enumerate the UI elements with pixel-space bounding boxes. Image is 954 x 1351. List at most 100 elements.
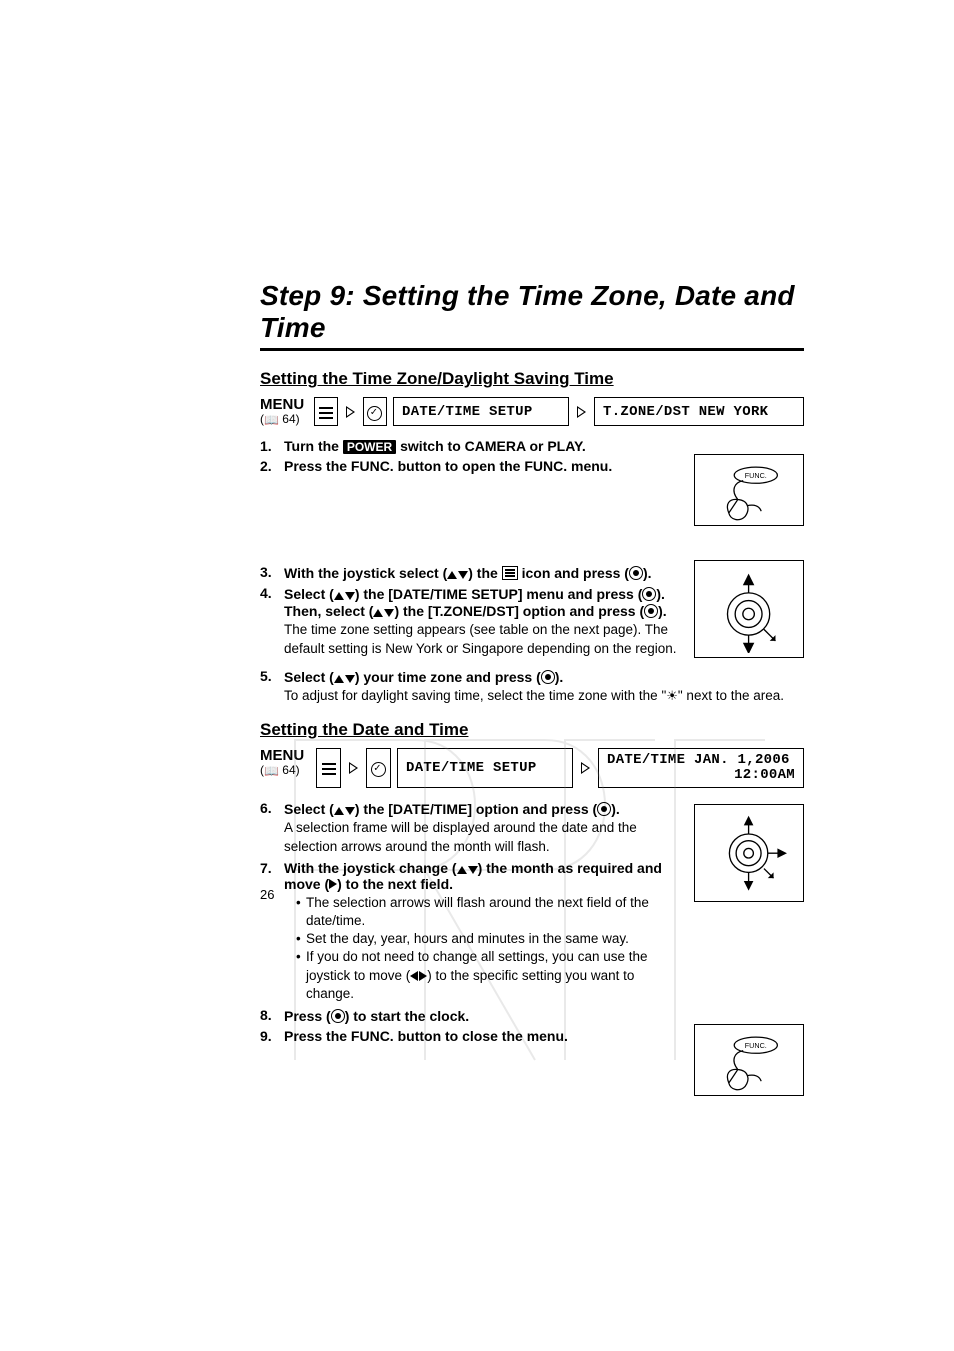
t: icon and press ( (518, 565, 629, 581)
set-icon (541, 670, 555, 684)
t: ) the (468, 565, 501, 581)
menu-path-2: MENU (📖 64) DATE/TIME SETUP DATE/TIME JA… (260, 748, 804, 789)
step-num: 3. (260, 564, 278, 581)
clock-icon-cell (363, 397, 387, 426)
set-icon (644, 604, 658, 618)
menu-lines-icon (322, 763, 336, 775)
func-button-illustration: FUNC. (694, 454, 804, 526)
step-text: Select ( ) the [DATE/TIME SETUP] menu and… (284, 586, 667, 619)
func-button-illustration: FUNC. (694, 1024, 804, 1096)
step-3: 3. With the joystick select ( ) the icon … (260, 564, 682, 581)
t: Press ( (284, 1008, 331, 1024)
step-detail: The time zone setting appears (see table… (284, 621, 682, 657)
step-num: 4. (260, 585, 278, 657)
t: Select ( (284, 801, 334, 817)
step-5: 5. Select ( ) your time zone and press ()… (260, 668, 804, 705)
step-text: Press ( ) to start the clock. (284, 1008, 469, 1024)
right-icon (329, 879, 337, 889)
menu-ref: (📖 64) (260, 412, 308, 426)
menu-path-box1: DATE/TIME SETUP (393, 397, 569, 426)
step-2: 2. Press the FUNC. button to open the FU… (260, 458, 682, 474)
t: With the joystick select ( (284, 565, 447, 581)
step-num: 8. (260, 1007, 278, 1024)
arrow-icon (344, 397, 357, 426)
menu-lines-icon (319, 407, 333, 419)
step-num: 2. (260, 458, 278, 474)
updown-icon (457, 866, 478, 874)
joystick-illustration (694, 560, 804, 658)
date-line: DATE/TIME JAN. 1,2006 (607, 753, 790, 768)
menu-ref-num: 64 (282, 412, 295, 426)
step-text: Select ( ) the [DATE/TIME] option and pre… (284, 801, 620, 817)
func-label: FUNC. (745, 471, 767, 480)
updown-icon (447, 571, 468, 579)
step-bullets: The selection arrows will flash around t… (284, 894, 682, 1003)
t: " next to the area. (678, 688, 784, 703)
title-rule (260, 348, 804, 351)
step-num: 1. (260, 438, 278, 454)
t: ) to the next field. (337, 876, 453, 892)
clock-check-icon (371, 762, 386, 777)
step-7: 7. With the joystick change () the month… (260, 860, 682, 1003)
t: To adjust for daylight saving time, sele… (284, 688, 666, 703)
set-icon (629, 566, 643, 580)
sun-icon: ☀ (666, 688, 678, 703)
step-num: 9. (260, 1028, 278, 1044)
menu-path-box2: DATE/TIME JAN. 1,2006 12:00AM (598, 748, 804, 789)
t: Select ( (284, 669, 334, 685)
bullet: If you do not need to change all setting… (296, 948, 682, 1003)
updown-icon (334, 675, 355, 683)
t: ) your time zone and press ( (355, 669, 541, 685)
menu-label: MENU (📖 64) (260, 397, 308, 426)
step-text: With the joystick change () the month as… (284, 860, 662, 892)
menu-box-icon (502, 566, 518, 580)
t: ). (643, 565, 652, 581)
step-num: 6. (260, 800, 278, 855)
menu-icon-cell (316, 748, 341, 789)
step-9: 9. Press the FUNC. button to close the m… (260, 1028, 682, 1044)
step-detail: To adjust for daylight saving time, sele… (284, 687, 804, 705)
t: ) the [DATE/TIME SETUP] menu and press ( (355, 586, 643, 602)
t: Select ( (284, 586, 334, 602)
arrow-icon (347, 748, 360, 789)
menu-path-box1: DATE/TIME SETUP (397, 748, 573, 789)
menu-word: MENU (260, 397, 308, 412)
bullet: The selection arrows will flash around t… (296, 894, 682, 930)
t: ) to start the clock. (345, 1008, 469, 1024)
t: ). (611, 801, 620, 817)
steps-section-2: 6. Select ( ) the [DATE/TIME] option and … (260, 800, 804, 1102)
set-icon (331, 1009, 345, 1023)
updown-icon (334, 807, 355, 815)
menu-word: MENU (260, 748, 310, 763)
bullet: Set the day, year, hours and minutes in … (296, 930, 682, 948)
menu-path-1: MENU (📖 64) DATE/TIME SETUP T.ZONE/DST N… (260, 397, 804, 426)
svg-text:FUNC.: FUNC. (745, 1041, 767, 1050)
menu-ref-num: 64 (282, 763, 295, 777)
step-text: Press the FUNC. button to open the FUNC.… (284, 458, 612, 474)
step-1: 1. Turn the POWER switch to CAMERA or PL… (260, 438, 804, 454)
arrow-icon (575, 397, 588, 426)
leftright-icon (410, 971, 427, 981)
page-title: Step 9: Setting the Time Zone, Date and … (260, 280, 804, 344)
step-4: 4. Select ( ) the [DATE/TIME SETUP] menu … (260, 585, 682, 657)
joystick-4way-illustration (694, 804, 804, 902)
menu-ref: (📖 64) (260, 763, 310, 777)
t: ). (658, 603, 667, 619)
updown-icon (334, 592, 355, 600)
power-badge: POWER (343, 440, 396, 454)
step-detail: A selection frame will be displayed arou… (284, 819, 682, 855)
page-number: 26 (260, 887, 274, 902)
menu-icon-cell (314, 397, 338, 426)
step-text: Press the FUNC. button to close the menu… (284, 1028, 568, 1044)
section2-heading: Setting the Date and Time (260, 720, 804, 740)
step-num: 7. (260, 860, 278, 1003)
steps-section-1: 1. Turn the POWER switch to CAMERA or PL… (260, 438, 804, 705)
step-text: With the joystick select ( ) the icon and… (284, 565, 652, 581)
t: ). (555, 669, 564, 685)
clock-icon-cell (366, 748, 391, 789)
step-num: 5. (260, 668, 278, 705)
t: Turn the (284, 438, 343, 454)
t: ) the [DATE/TIME] option and press ( (355, 801, 597, 817)
menu-label: MENU (📖 64) (260, 748, 310, 789)
t: With the joystick change ( (284, 860, 457, 876)
